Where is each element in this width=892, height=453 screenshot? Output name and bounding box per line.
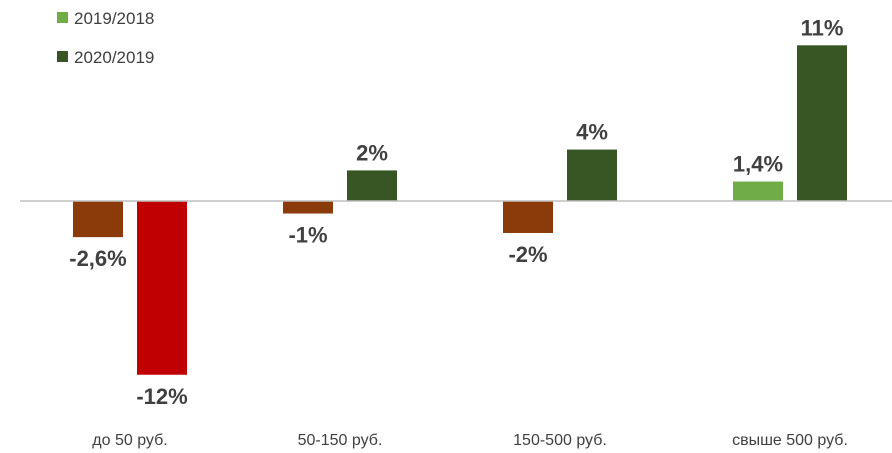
- bar-s1-c4: [733, 181, 783, 201]
- bar-s1-c3: [503, 201, 553, 233]
- category-label-1: до 50 руб.: [92, 432, 167, 449]
- data-label-s2-c4: 11%: [801, 15, 844, 40]
- bar-s2-c2: [347, 170, 397, 201]
- data-labels: -2,6% -12% -1% 2% -2% 4% 1,4% 11%: [69, 15, 843, 408]
- category-label-4: свыше 500 руб.: [732, 432, 848, 449]
- legend-label-2: 2020/2019: [74, 48, 154, 67]
- category-label-3: 150-500 руб.: [513, 432, 607, 449]
- bar-s1-c1: [73, 201, 123, 238]
- data-label-s2-c3: 4%: [576, 120, 608, 145]
- data-label-s1-c4: 1,4%: [733, 152, 783, 177]
- data-label-s1-c1: -2,6%: [69, 246, 126, 271]
- legend-swatch-1: [57, 12, 68, 23]
- category-labels: до 50 руб. 50-150 руб. 150-500 руб. свыше 5…: [92, 432, 848, 449]
- data-label-s2-c2: 2%: [356, 140, 388, 165]
- bar-s2-c3: [567, 149, 617, 201]
- legend-swatch-2: [57, 51, 68, 62]
- category-label-2: 50-150 руб.: [298, 432, 383, 449]
- data-label-s1-c3: -2%: [508, 242, 547, 267]
- legend: 2019/2018 2020/2019: [57, 9, 154, 67]
- bar-s2-c1: [137, 201, 187, 375]
- bars: [73, 45, 847, 375]
- legend-label-1: 2019/2018: [74, 9, 154, 28]
- bar-s1-c2: [283, 201, 333, 214]
- data-label-s2-c1: -12%: [136, 384, 187, 409]
- data-label-s1-c2: -1%: [288, 223, 327, 248]
- bar-s2-c4: [797, 45, 847, 201]
